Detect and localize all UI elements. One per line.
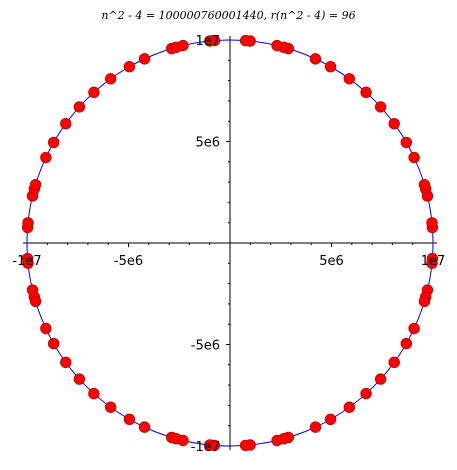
data-point (47, 136, 60, 149)
data-point (309, 421, 322, 433)
data-point (138, 53, 151, 65)
data-point (418, 295, 431, 308)
data-point (29, 178, 42, 191)
x-tick-label: -1e7 (12, 254, 41, 269)
data-point (47, 337, 60, 350)
data-point (73, 373, 86, 385)
data-point (40, 322, 52, 335)
data-point (123, 413, 136, 426)
data-point (60, 117, 72, 130)
data-point (239, 34, 252, 47)
data-point (408, 151, 420, 164)
data-point (22, 257, 34, 269)
chart-title: n^2 - 4 = 100000760001440, r(n^2 - 4) = … (101, 9, 356, 22)
data-point (324, 413, 337, 426)
data-point (271, 434, 283, 447)
data-point (123, 60, 136, 73)
data-point (177, 434, 189, 447)
data-point (426, 217, 438, 229)
data-point (208, 439, 221, 452)
data-point (239, 439, 252, 452)
data-point (104, 401, 117, 413)
points-layer (21, 34, 439, 452)
y-tick-label: -5e6 (191, 339, 220, 354)
data-point (88, 86, 100, 99)
data-point (138, 421, 151, 433)
y-tick-label: 1e7 (195, 34, 220, 49)
data-point (271, 39, 283, 52)
data-point (360, 86, 372, 99)
data-point (60, 356, 72, 369)
data-point (309, 53, 322, 65)
data-point (388, 117, 400, 130)
tick-labels: -1e7 -5e6 5e6 1e7 -1e7 -5e6 5e6 1e7 (12, 34, 445, 455)
data-point (324, 60, 337, 73)
data-point (400, 337, 413, 350)
x-tick-label: 1e7 (421, 254, 446, 269)
x-tick-label: -5e6 (114, 254, 143, 269)
reference-circle (26, 39, 434, 447)
data-point (343, 73, 356, 85)
data-point (360, 387, 372, 400)
data-point (40, 151, 52, 164)
data-point (343, 401, 356, 413)
y-tick-label: -1e7 (191, 440, 220, 455)
axes (22, 35, 438, 451)
data-point (88, 387, 100, 400)
data-point (374, 101, 387, 113)
data-point (374, 373, 387, 385)
data-point (177, 39, 189, 52)
data-point (104, 73, 117, 85)
data-point (29, 295, 42, 308)
data-point (418, 178, 431, 191)
data-point (22, 217, 34, 229)
data-point (408, 322, 420, 335)
data-point (73, 101, 86, 113)
data-point (426, 257, 438, 269)
data-point (208, 34, 221, 47)
data-point (388, 356, 400, 369)
x-tick-label: 5e6 (319, 254, 344, 269)
data-point (400, 136, 413, 149)
circle-layer (26, 39, 434, 447)
y-tick-label: 5e6 (195, 136, 220, 151)
